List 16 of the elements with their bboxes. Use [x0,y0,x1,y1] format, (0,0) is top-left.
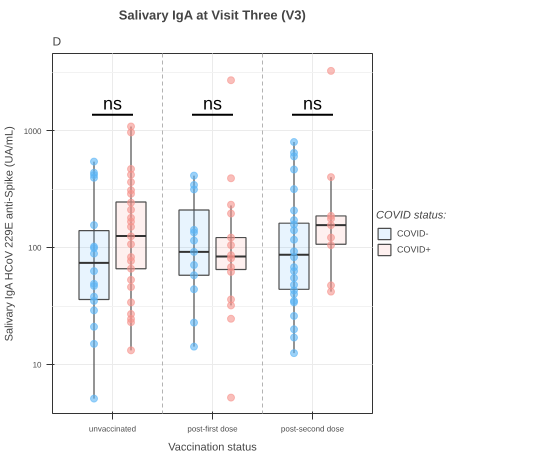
chart-title: Salivary IgA at Visit Three (V3) [118,8,306,22]
annotation: ns [302,94,322,114]
y-tick-label: 10 [32,360,42,370]
legend-label: COVID+ [397,244,431,254]
x-tick-label: unvaccinated [88,424,136,434]
x-axis-title: Vaccination status [168,442,258,454]
text: D [52,34,62,48]
y-axis-title: Salivary IgA HCoV 229E anti-Spike (UA/mL) [4,126,16,342]
y-tick-label: 1000 [24,126,42,136]
legend-title: COVID status: [376,210,446,222]
annotation: ns [202,94,222,114]
y-tick-label: 100 [28,244,42,253]
x-tick-label: post-second dose [280,424,345,434]
x-tick-label: post-first dose [187,424,238,434]
annotation: ns [102,94,122,114]
legend-label: COVID- [397,228,428,238]
